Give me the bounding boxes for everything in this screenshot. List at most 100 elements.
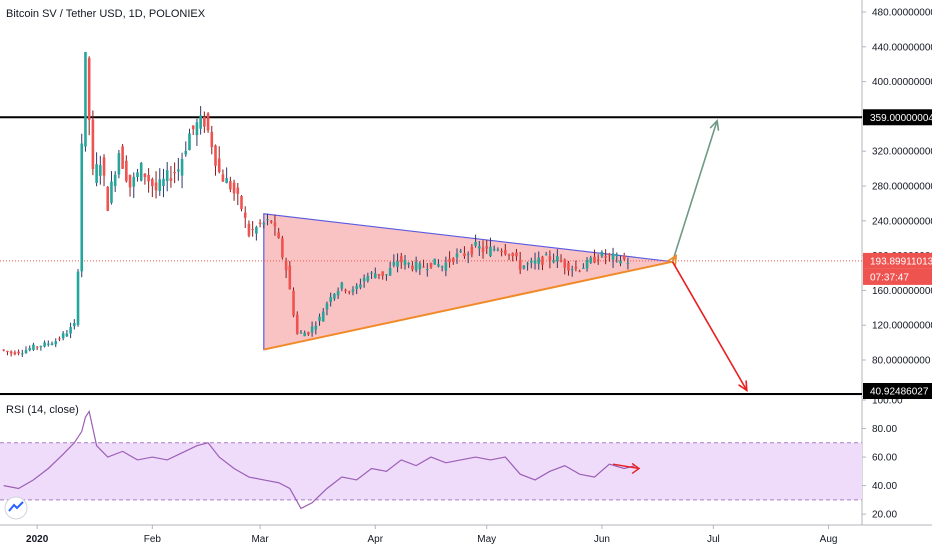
- candle-body: [366, 275, 370, 281]
- candle-body: [451, 258, 455, 263]
- candle-body: [333, 293, 336, 299]
- triangle-support-line[interactable]: [263, 260, 673, 351]
- candle-body: [99, 165, 102, 176]
- price-tags: 359.00000004 40.92486027 193.89911013 07:37…: [863, 109, 932, 399]
- support-price-tag: 40.92486027: [870, 387, 929, 398]
- continuation-arrowhead: [667, 254, 678, 266]
- candle-body: [321, 311, 325, 322]
- time-tick-label: Jul: [707, 534, 720, 545]
- candle-body: [229, 181, 232, 190]
- price-tick-label: 440.00000000: [872, 42, 932, 53]
- candle-body: [50, 343, 54, 346]
- candle-body: [481, 247, 485, 253]
- rsi-band: [0, 442, 862, 500]
- candle-body: [622, 255, 626, 260]
- candle-body: [251, 228, 254, 230]
- triangle-pattern[interactable]: [263, 213, 673, 351]
- candle-body: [307, 332, 310, 335]
- candle-body: [429, 262, 433, 268]
- candle-body: [478, 246, 481, 249]
- rsi-arrow: [612, 463, 640, 470]
- candle-body: [544, 254, 548, 256]
- candle-body: [407, 262, 411, 265]
- candle-body: [84, 51, 87, 147]
- candle-body: [600, 251, 604, 257]
- candle-body: [262, 222, 266, 225]
- candles-group: [2, 51, 630, 358]
- candle-body: [440, 266, 444, 268]
- candle-body: [351, 289, 355, 292]
- breakout-up-arrow[interactable]: [671, 120, 718, 262]
- candle-body: [125, 160, 128, 182]
- time-axis[interactable]: 2020 Feb Mar Apr May Jun Jul Aug: [26, 525, 837, 545]
- candle-body: [58, 338, 61, 340]
- breakdown-arrow[interactable]: [671, 261, 748, 391]
- candle-body: [492, 248, 496, 251]
- candle-body: [136, 172, 139, 178]
- candle-body: [511, 253, 515, 257]
- price-tick-label: 120.00000000: [872, 321, 932, 332]
- rsi-tick-label: 40.00: [872, 481, 897, 492]
- candle-body: [344, 289, 347, 292]
- candle-body: [373, 273, 377, 279]
- candle-body: [255, 227, 258, 234]
- candle-body: [110, 181, 113, 203]
- candle-body: [541, 256, 544, 265]
- candle-body: [608, 253, 611, 256]
- candle-body: [32, 344, 35, 350]
- candle-body: [559, 259, 563, 262]
- price-tick-label: 280.00000000: [872, 182, 932, 193]
- tradingview-logo[interactable]: [4, 496, 28, 520]
- rsi-axis[interactable]: 100.00 80.00 60.00 40.00 20.00: [862, 396, 903, 521]
- rsi-arrowhead: [631, 462, 641, 475]
- candle-body: [437, 264, 440, 267]
- candle-body: [403, 259, 407, 265]
- candle-body: [504, 250, 507, 255]
- candle-body: [91, 119, 95, 170]
- candle-body: [548, 256, 552, 261]
- projection-arrows[interactable]: [667, 118, 748, 393]
- candle-body: [396, 261, 399, 267]
- price-tick-label: 400.00000000: [872, 77, 932, 88]
- breakdown-arrowhead: [738, 380, 748, 393]
- candle-body: [418, 263, 422, 270]
- candle-body: [596, 259, 600, 261]
- candle-body: [399, 256, 403, 263]
- candle-body: [281, 238, 284, 258]
- candle-body: [552, 260, 555, 263]
- horizontal-levels[interactable]: [0, 116, 862, 395]
- candle-body: [28, 348, 32, 351]
- candle-body: [73, 323, 76, 327]
- candle-body: [570, 269, 574, 271]
- candle-body: [385, 274, 388, 276]
- candle-body: [422, 266, 425, 268]
- candle-body: [507, 254, 511, 256]
- candle-body: [377, 273, 381, 276]
- candle-body: [567, 262, 570, 271]
- candle-body: [106, 187, 110, 211]
- candle-body: [355, 285, 358, 289]
- candle-body: [80, 143, 84, 272]
- candle-body: [188, 133, 191, 151]
- candle-body: [496, 249, 500, 251]
- candle-body: [414, 261, 418, 271]
- candle-body: [489, 246, 492, 257]
- candle-body: [236, 187, 240, 194]
- candle-body: [35, 346, 39, 348]
- price-tick-label: 320.00000000: [872, 147, 932, 158]
- candle-body: [347, 291, 351, 293]
- candle-body: [392, 262, 396, 266]
- candle-body: [39, 345, 43, 347]
- candle-body: [459, 250, 463, 252]
- candle-body: [362, 277, 366, 282]
- candle-body: [217, 158, 221, 173]
- candle-body: [221, 174, 225, 182]
- resistance-price-tag-bg: [863, 109, 932, 126]
- candle-body: [593, 256, 596, 263]
- candle-body: [433, 258, 437, 265]
- countdown-tag: 07:37:47: [870, 272, 909, 283]
- candle-body: [295, 314, 299, 334]
- rsi-tick-label: 20.00: [872, 510, 897, 521]
- candle-body: [258, 222, 262, 224]
